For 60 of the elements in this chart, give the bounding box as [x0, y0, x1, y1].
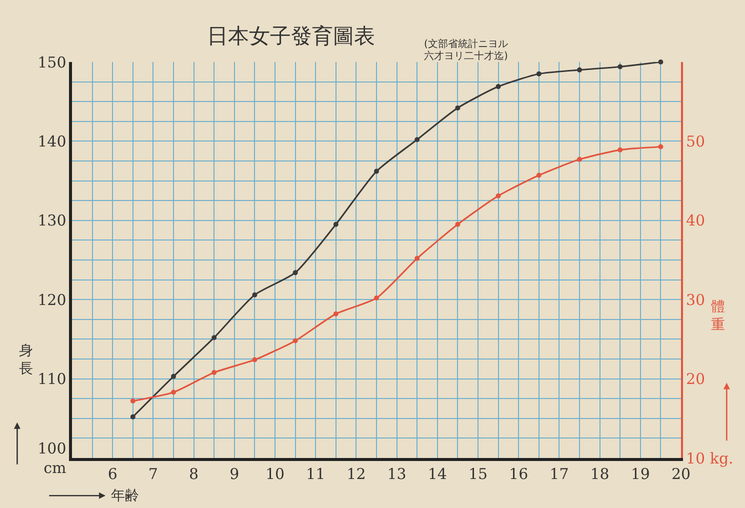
- point: [414, 137, 420, 142]
- point: [496, 84, 501, 90]
- x-tick-label: 8: [189, 464, 199, 483]
- y-tick-label: 130: [38, 212, 66, 230]
- chart-subtitle: (文部省統計ニヨル: [424, 38, 508, 50]
- y-tick-label: 110: [38, 370, 66, 388]
- x-tick-label: 7: [148, 464, 158, 483]
- x-tick-label: 17: [550, 464, 569, 483]
- y2-axis-title: 體重: [711, 299, 725, 334]
- x-tick-label: 20: [671, 464, 691, 483]
- x-tick-label: 15: [468, 464, 488, 483]
- x-tick-label: 12: [346, 464, 366, 483]
- point: [252, 357, 258, 362]
- y-tick-label: 140: [38, 132, 66, 150]
- y2-tick-label: 20: [686, 370, 706, 388]
- point: [171, 374, 176, 379]
- point: [171, 390, 176, 395]
- point: [212, 370, 217, 375]
- y2-tick-label: 30: [686, 290, 706, 309]
- x-tick-label: 11: [306, 464, 326, 483]
- point: [618, 147, 623, 152]
- y2-tick-label: 10 kg.: [686, 449, 734, 468]
- point: [333, 222, 338, 227]
- point: [292, 270, 298, 276]
- x-tick-label: 9: [230, 464, 240, 483]
- point: [577, 67, 582, 72]
- y-axis-title: 身長: [19, 343, 33, 378]
- point: [658, 144, 664, 150]
- y2-tick-label: 50: [686, 132, 706, 150]
- x-tick-label: 19: [630, 464, 650, 483]
- x-tick-label: 14: [428, 464, 447, 483]
- x-tick-label: 16: [509, 464, 528, 483]
- point: [455, 222, 460, 227]
- point: [212, 335, 217, 340]
- x-tick-label: 18: [590, 464, 610, 483]
- x-axis-title: 年齢: [111, 488, 139, 504]
- point: [130, 398, 136, 404]
- point: [496, 193, 501, 198]
- annotation: 六才ヨリ二十才迄): [424, 50, 508, 62]
- x-tick-label: 6: [108, 464, 118, 483]
- point: [577, 156, 582, 162]
- point: [618, 64, 623, 70]
- x-tick-label: 10: [265, 464, 285, 483]
- point: [536, 172, 542, 178]
- point: [536, 71, 542, 76]
- y2-tick-label: 40: [686, 212, 706, 230]
- point: [333, 311, 338, 316]
- point: [252, 292, 258, 298]
- point: [414, 256, 420, 261]
- x-tick-label: 13: [387, 464, 406, 483]
- point: [658, 60, 664, 64]
- y-tick-label: 120: [38, 290, 66, 309]
- y-tick-label: 150: [38, 53, 66, 72]
- point: [292, 338, 298, 344]
- y-tick-label: 100 cm: [38, 440, 66, 477]
- point: [374, 296, 379, 301]
- point: [374, 168, 379, 174]
- point: [130, 414, 136, 420]
- point: [455, 105, 460, 110]
- chart-title: 日本女子發育圖表: [207, 24, 375, 48]
